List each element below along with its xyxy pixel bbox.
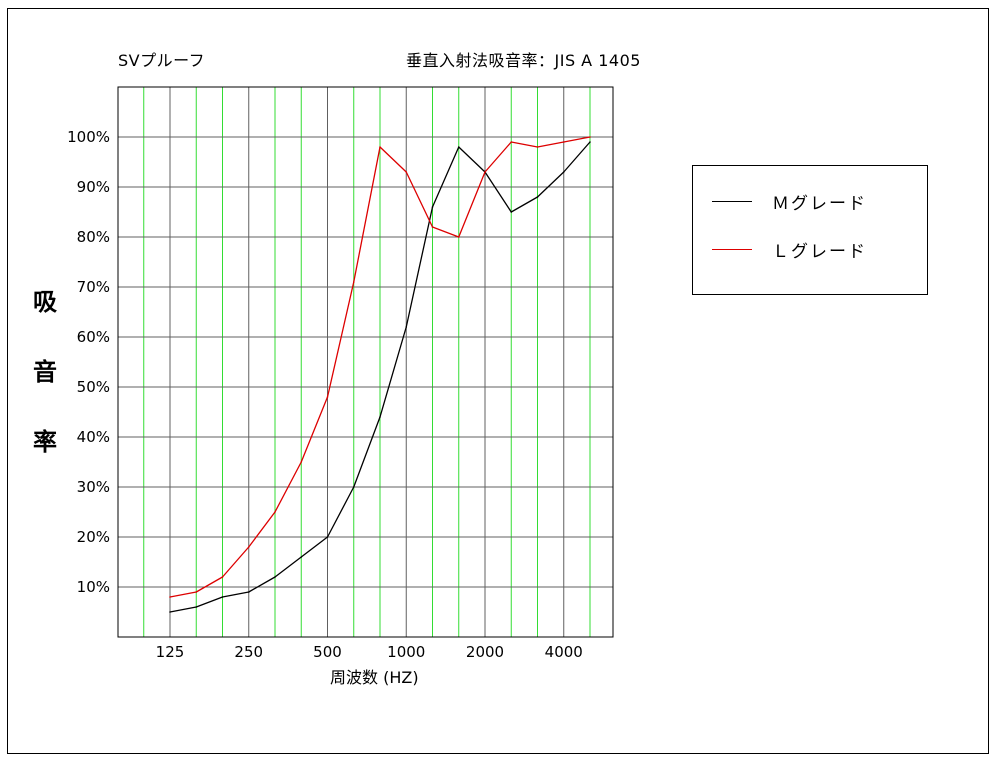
y-tick-label: 70% bbox=[77, 278, 110, 296]
x-tick-label: 1000 bbox=[387, 643, 425, 661]
y-tick-label: 50% bbox=[77, 378, 110, 396]
data-point-l-grade bbox=[484, 171, 486, 173]
data-point-m-grade bbox=[169, 611, 171, 613]
data-point-m-grade bbox=[326, 536, 329, 538]
x-tick-label: 2000 bbox=[466, 643, 504, 661]
chart-subtitle: 垂直入射法吸音率：JIS A 1405 bbox=[406, 51, 641, 70]
data-point-m-grade bbox=[300, 556, 303, 558]
y-tick-label: 100% bbox=[67, 128, 110, 146]
data-point-l-grade bbox=[510, 141, 513, 143]
data-point-m-grade bbox=[247, 591, 250, 593]
y-axis-label-char-2: 音 bbox=[33, 358, 57, 386]
data-point-m-grade bbox=[221, 596, 224, 598]
data-point-l-grade bbox=[300, 461, 303, 463]
legend-label-l-grade: Ｌグレード bbox=[772, 241, 867, 262]
data-point-l-grade bbox=[221, 576, 224, 578]
chart-frame bbox=[7, 8, 989, 754]
y-tick-label: 20% bbox=[77, 528, 110, 546]
data-point-m-grade bbox=[431, 206, 434, 208]
y-tick-label: 30% bbox=[77, 478, 110, 496]
y-tick-label: 60% bbox=[77, 328, 110, 346]
data-point-l-grade bbox=[326, 396, 329, 398]
x-tick-label: 125 bbox=[156, 643, 185, 661]
y-tick-label: 90% bbox=[77, 178, 110, 196]
x-tick-label: 250 bbox=[234, 643, 263, 661]
data-point-l-grade bbox=[274, 511, 276, 513]
data-point-m-grade bbox=[536, 196, 539, 198]
data-point-m-grade bbox=[510, 211, 513, 213]
data-point-l-grade bbox=[562, 141, 565, 143]
legend bbox=[692, 165, 928, 295]
plot-area-border bbox=[117, 86, 614, 638]
y-tick-label: 10% bbox=[77, 578, 110, 596]
data-point-m-grade bbox=[195, 606, 198, 608]
data-point-l-grade bbox=[536, 146, 539, 148]
y-tick-label: 40% bbox=[77, 428, 110, 446]
data-point-m-grade bbox=[274, 576, 276, 578]
product-name: SVプルーフ bbox=[118, 51, 206, 70]
data-point-l-grade bbox=[457, 236, 460, 238]
legend-label-m-grade: Ｍグレード bbox=[772, 193, 867, 214]
legend-item-m-grade: Ｍグレード bbox=[712, 191, 867, 214]
x-tick-label: 4000 bbox=[545, 643, 583, 661]
data-point-m-grade bbox=[352, 486, 355, 488]
data-point-l-grade bbox=[247, 546, 250, 548]
data-point-l-grade bbox=[352, 281, 355, 283]
x-tick-label: 500 bbox=[313, 643, 342, 661]
data-point-l-grade bbox=[589, 136, 591, 138]
data-point-m-grade bbox=[562, 171, 565, 173]
legend-swatch-l-grade bbox=[712, 248, 752, 250]
y-axis-label-char-1: 吸 bbox=[33, 288, 57, 316]
data-point-l-grade bbox=[169, 596, 171, 598]
legend-swatch-m-grade bbox=[712, 200, 752, 202]
legend-item-l-grade: Ｌグレード bbox=[712, 239, 867, 262]
data-point-l-grade bbox=[195, 591, 198, 593]
y-tick-label: 80% bbox=[77, 228, 110, 246]
data-point-m-grade bbox=[405, 326, 408, 328]
data-point-m-grade bbox=[457, 146, 460, 148]
data-point-l-grade bbox=[431, 226, 434, 228]
data-point-l-grade bbox=[379, 146, 381, 148]
data-point-l-grade bbox=[405, 171, 408, 173]
y-axis-label-char-3: 率 bbox=[33, 428, 57, 456]
data-point-m-grade bbox=[589, 141, 591, 143]
x-axis-label: 周波数 (HZ) bbox=[330, 668, 419, 687]
data-point-m-grade bbox=[379, 416, 381, 418]
